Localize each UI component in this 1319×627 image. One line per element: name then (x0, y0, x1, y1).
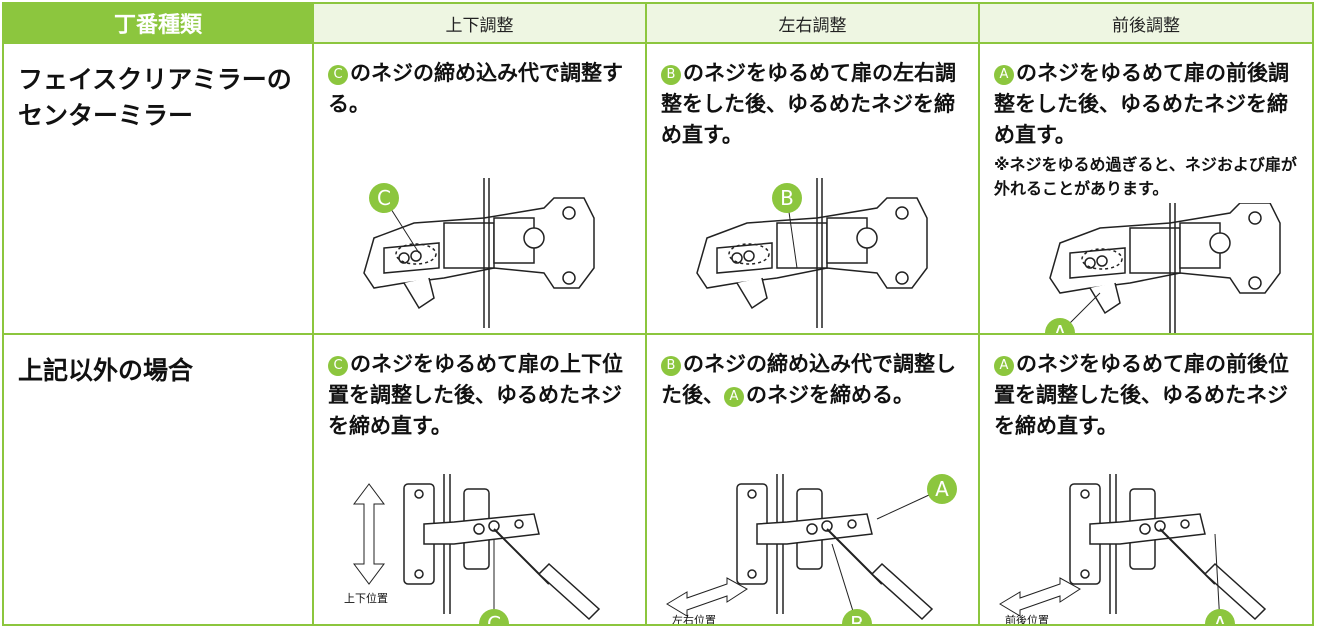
callout: A (1053, 321, 1067, 333)
figure: A (1045, 203, 1281, 333)
cell: C のネジの締め込み代で調整する。 C (312, 42, 647, 335)
cell: C のネジをゆるめて扉の上下位置を調整した後、ゆるめたネジを締め直す。 C 上下位置 (312, 333, 647, 626)
direction-arrow (666, 577, 748, 617)
row-label: フェイスクリアミラーのセンターミラー (18, 65, 292, 130)
hinge-illustration: C 上下位置 (344, 473, 600, 624)
cell-text: A のネジをゆるめて扉の前後位置を調整した後、ゆるめたネジを締め直す。 (980, 335, 1312, 442)
callout-circle (927, 474, 957, 504)
figure: B (696, 177, 928, 329)
inline-badge: A (724, 387, 744, 407)
callout: A (1213, 612, 1227, 624)
cell-text: B のネジをゆるめて扉の左右調整をした後、ゆるめたネジを締め直す。 (647, 44, 978, 151)
callout: A (935, 477, 949, 501)
callout: C (377, 186, 391, 210)
direction-label: 左右位置 (672, 613, 716, 624)
row-label: 上記以外の場合 (18, 356, 194, 385)
note: ※ネジをゆるめ過ぎると、ネジおよび扉が外れることがあります。 (994, 155, 1297, 198)
hinge-illustration: A 前後位置 (999, 473, 1266, 624)
inline-badge: A (994, 65, 1014, 85)
direction-label: 上下位置 (344, 591, 388, 605)
figure: C 上下位置 (344, 473, 600, 624)
text: のネジをゆるめて扉の左右調整をした後、ゆるめたネジを締め直す。 (661, 61, 956, 147)
cell-text: C のネジの締め込み代で調整する。 (314, 44, 645, 120)
hinge-illustration: A (1045, 203, 1281, 333)
text: のネジを締める。 (746, 383, 914, 407)
cell: B のネジをゆるめて扉の左右調整をした後、ゆるめたネジを締め直す。 B (645, 42, 980, 335)
hinge-illustration: B (696, 177, 928, 329)
hinge-illustration: A B 左右位置 (666, 473, 957, 624)
cell-text: A のネジをゆるめて扉の前後調整をした後、ゆるめたネジを締め直す。 (980, 44, 1312, 151)
inline-badge: C (328, 356, 348, 376)
figure: C (363, 177, 595, 329)
text: のネジをゆるめて扉の前後位置を調整した後、ゆるめたネジを締め直す。 (994, 352, 1289, 438)
hinge (736, 473, 933, 620)
inline-badge: B (661, 356, 681, 376)
direction-arrow (999, 577, 1081, 617)
callout-circle (772, 183, 802, 213)
cell: A のネジをゆるめて扉の前後調整をした後、ゆるめたネジを締め直す。 ※ネジをゆるめ過… (978, 42, 1314, 335)
direction-label: 前後位置 (1005, 613, 1049, 624)
hinge (1049, 203, 1281, 333)
row-label-cell: フェイスクリアミラーのセンターミラー (2, 42, 314, 335)
leader (1214, 533, 1221, 624)
hinge (696, 177, 928, 329)
text: のネジをゆるめて扉の上下位置を調整した後、ゆるめたネジを締め直す。 (328, 352, 623, 438)
direction-arrow (353, 483, 385, 585)
inline-badge: A (994, 356, 1014, 376)
text: のネジの締め込み代で調整した後、 (661, 352, 956, 407)
callout-circle (1205, 609, 1235, 624)
inline-badge: C (328, 65, 348, 85)
header-cell: 上下調整 (312, 2, 647, 44)
callout: B (780, 186, 794, 210)
header-cell: 左右調整 (645, 2, 980, 44)
figure: A B 左右位置 (666, 473, 957, 624)
cell-text: C のネジをゆるめて扉の上下位置を調整した後、ゆるめたネジを締め直す。 (314, 335, 645, 442)
figure: A 前後位置 (999, 473, 1266, 624)
callout: B (850, 612, 864, 624)
callout: C (487, 612, 501, 624)
callout-circle (1045, 318, 1075, 333)
cell: A のネジをゆるめて扉の前後位置を調整した後、ゆるめたネジを締め直す。 A 前後位置 (978, 333, 1314, 626)
inline-badge: B (661, 65, 681, 85)
callout-circle (369, 183, 399, 213)
cell-text: B のネジの締め込み代で調整した後、 A のネジを締める。 (647, 335, 978, 411)
cell: B のネジの締め込み代で調整した後、 A のネジを締める。 A B 左右位置 (645, 333, 980, 626)
text: のネジの締め込み代で調整する。 (328, 61, 623, 116)
callout-circle (842, 609, 872, 624)
header-cell: 丁番種類 (2, 2, 314, 44)
row-label-cell: 上記以外の場合 (2, 333, 314, 626)
callout-circle (479, 609, 509, 624)
text: のネジをゆるめて扉の前後調整をした後、ゆるめたネジを締め直す。 (994, 61, 1289, 147)
hinge (1069, 473, 1266, 620)
hinge (403, 473, 600, 620)
hinge-illustration: C (363, 177, 595, 329)
header-cell: 前後調整 (978, 2, 1314, 44)
